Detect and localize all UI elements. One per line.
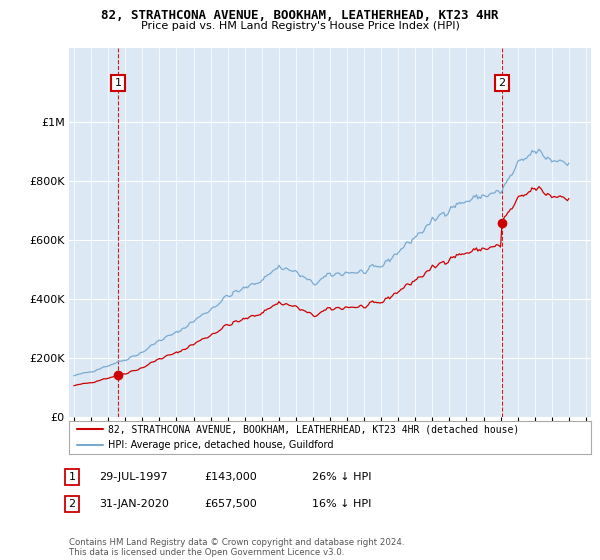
Text: 1: 1 xyxy=(68,472,76,482)
Text: 82, STRATHCONA AVENUE, BOOKHAM, LEATHERHEAD, KT23 4HR (detached house): 82, STRATHCONA AVENUE, BOOKHAM, LEATHERH… xyxy=(108,424,520,434)
Text: 31-JAN-2020: 31-JAN-2020 xyxy=(99,499,169,509)
Text: 2: 2 xyxy=(68,499,76,509)
Text: £657,500: £657,500 xyxy=(204,499,257,509)
Text: £143,000: £143,000 xyxy=(204,472,257,482)
Text: 2: 2 xyxy=(499,78,506,88)
Text: Price paid vs. HM Land Registry's House Price Index (HPI): Price paid vs. HM Land Registry's House … xyxy=(140,21,460,31)
Text: 26% ↓ HPI: 26% ↓ HPI xyxy=(312,472,371,482)
Text: HPI: Average price, detached house, Guildford: HPI: Average price, detached house, Guil… xyxy=(108,440,334,450)
Text: 29-JUL-1997: 29-JUL-1997 xyxy=(99,472,167,482)
Text: 1: 1 xyxy=(115,78,122,88)
Text: 16% ↓ HPI: 16% ↓ HPI xyxy=(312,499,371,509)
Text: 82, STRATHCONA AVENUE, BOOKHAM, LEATHERHEAD, KT23 4HR: 82, STRATHCONA AVENUE, BOOKHAM, LEATHERH… xyxy=(101,9,499,22)
Text: Contains HM Land Registry data © Crown copyright and database right 2024.
This d: Contains HM Land Registry data © Crown c… xyxy=(69,538,404,557)
